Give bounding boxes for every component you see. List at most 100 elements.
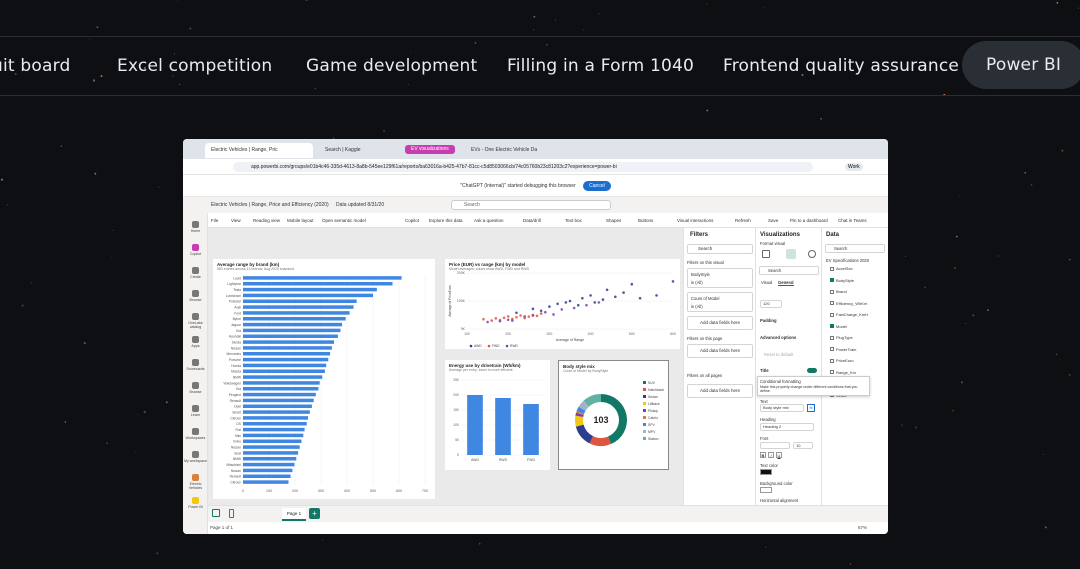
- ribbon-item[interactable]: Mobile layout: [287, 218, 314, 223]
- ribbon-item[interactable]: Save: [768, 218, 779, 223]
- browser-tab[interactable]: EVs - One Electric Vehicle Da: [471, 147, 538, 153]
- nav-item-form1040[interactable]: Filling in a Form 1040: [507, 56, 695, 76]
- data-field[interactable]: AccelSec: [830, 266, 853, 271]
- ribbon-item[interactable]: Open semantic model: [322, 218, 366, 223]
- url-field[interactable]: app.powerbi.com/groups/e01b4c46-335d-461…: [233, 162, 813, 172]
- font-size-input[interactable]: 10: [793, 442, 813, 449]
- fx-icon[interactable]: fx: [807, 404, 815, 412]
- field-checkbox[interactable]: [830, 324, 834, 329]
- work-profile[interactable]: Work: [845, 163, 863, 171]
- rail-item[interactable]: Browse: [183, 382, 208, 394]
- field-checkbox[interactable]: [830, 358, 834, 363]
- field-checkbox[interactable]: [830, 266, 834, 271]
- field-checkbox[interactable]: [830, 289, 834, 294]
- rail-item[interactable]: Scorecards: [183, 359, 208, 371]
- ribbon-item[interactable]: Data/drill: [523, 218, 541, 223]
- data-search[interactable]: Search: [825, 244, 885, 253]
- browser-tab[interactable]: Electric Vehicles | Range, Pric: [205, 143, 313, 158]
- nav-item-excel[interactable]: Excel competition: [117, 56, 273, 76]
- chart-card-bodystyle[interactable]: Body style mix Count of Model by BodySty…: [558, 360, 669, 470]
- rail-item[interactable]: OneLake catalog: [183, 313, 208, 329]
- nav-item-powerbi[interactable]: Power BI: [962, 41, 1080, 89]
- format-brush-icon[interactable]: [786, 249, 796, 259]
- ribbon-item[interactable]: Visual interactions: [677, 218, 714, 223]
- italic-button[interactable]: I: [768, 452, 774, 458]
- table-name[interactable]: EV Specifications 2020: [826, 258, 870, 263]
- ribbon-item[interactable]: Shapes: [606, 218, 622, 223]
- add-fields-drop[interactable]: Add data fields here: [687, 316, 753, 330]
- data-field[interactable]: Range_Km: [830, 370, 856, 375]
- search-input[interactable]: Search: [451, 200, 611, 210]
- data-field[interactable]: PriceEuro: [830, 358, 854, 363]
- ribbon-item[interactable]: Ask a question: [474, 218, 504, 223]
- page-tab[interactable]: Page 1: [282, 508, 306, 521]
- chart-card-energy[interactable]: Energy use by drivetrain (Wh/km) Average…: [445, 360, 550, 470]
- mobile-view-icon[interactable]: [229, 509, 234, 518]
- filters-search[interactable]: Search: [687, 244, 753, 254]
- filter-card[interactable]: BodyStyle is (All): [687, 268, 753, 288]
- field-checkbox[interactable]: [830, 347, 834, 352]
- rail-item[interactable]: Copilot: [183, 244, 208, 256]
- ribbon-item[interactable]: File: [211, 218, 219, 223]
- rail-item[interactable]: Learn: [183, 405, 208, 417]
- format-visual-icons[interactable]: [760, 248, 818, 260]
- title-toggle[interactable]: [807, 368, 817, 373]
- section-title[interactable]: Title: [760, 368, 769, 373]
- nav-item-board[interactable]: uit board: [0, 56, 71, 76]
- data-field[interactable]: FastCharge_KmH: [830, 312, 868, 317]
- rail-item[interactable]: Power BI: [183, 497, 208, 509]
- field-checkbox[interactable]: [830, 312, 834, 317]
- add-page-button[interactable]: +: [309, 508, 320, 519]
- rail-item[interactable]: Electric Vehicles: [183, 474, 208, 490]
- rail-item[interactable]: Apps: [183, 336, 208, 348]
- heading-select[interactable]: Heading 2: [760, 423, 814, 431]
- title-text-input[interactable]: Body style mix: [760, 404, 804, 412]
- data-field[interactable]: Brand: [830, 289, 847, 294]
- field-checkbox[interactable]: [830, 278, 834, 283]
- filter-card[interactable]: Count of Model is (All): [687, 292, 753, 312]
- ribbon-item[interactable]: Refresh: [735, 218, 751, 223]
- viz-search[interactable]: Search: [759, 266, 819, 275]
- section-padding[interactable]: Padding: [760, 318, 777, 323]
- data-field[interactable]: PlugType: [830, 335, 853, 340]
- data-field[interactable]: BodyStyle: [830, 278, 854, 283]
- size-input[interactable]: 120: [760, 300, 782, 308]
- ribbon-item[interactable]: Copilot: [405, 218, 420, 223]
- field-checkbox[interactable]: [830, 370, 834, 375]
- tab-general[interactable]: General: [778, 280, 794, 286]
- page-view-icon[interactable]: [212, 509, 220, 517]
- data-field[interactable]: PowerTrain: [830, 347, 856, 352]
- reset-default[interactable]: Reset to default: [764, 352, 794, 357]
- ribbon-item[interactable]: Buttons: [638, 218, 654, 223]
- ribbon-item[interactable]: Text box: [565, 218, 582, 223]
- data-field[interactable]: Efficiency_WhKm: [830, 301, 867, 306]
- rail-item[interactable]: Home: [183, 221, 208, 233]
- rail-item[interactable]: Create: [183, 267, 208, 279]
- ribbon-item[interactable]: Reading view: [253, 218, 281, 223]
- nav-item-frontend-qa[interactable]: Frontend quality assurance: [723, 56, 960, 76]
- ribbon-item[interactable]: Explore this data: [429, 218, 463, 223]
- cancel-button[interactable]: Cancel: [583, 181, 611, 191]
- chart-card-scatter[interactable]: Price (EUR) vs range (km) by model Model…: [445, 259, 680, 349]
- ribbon-item[interactable]: Chat in Teams: [838, 218, 867, 223]
- font-family-select[interactable]: [760, 442, 790, 449]
- nav-item-game[interactable]: Game development: [306, 56, 478, 76]
- ribbon-item[interactable]: Pin to a dashboard: [790, 218, 828, 223]
- add-fields-drop[interactable]: Add data fields here: [687, 344, 753, 358]
- ribbon-item[interactable]: View: [231, 218, 241, 223]
- data-field[interactable]: Model: [830, 324, 847, 329]
- underline-button[interactable]: U: [776, 452, 782, 458]
- bold-button[interactable]: B: [760, 452, 766, 458]
- tab-group-label[interactable]: EV visualizations: [405, 145, 455, 154]
- data-updated[interactable]: Data updated 8/31/20: [336, 202, 385, 208]
- add-fields-drop[interactable]: Add data fields here: [687, 384, 753, 398]
- tab-visual[interactable]: Visual: [761, 280, 773, 285]
- analytics-icon[interactable]: [808, 250, 816, 258]
- rail-item[interactable]: Browse: [183, 290, 208, 302]
- chart-card-range[interactable]: Average range by brand (km) 583 entries …: [213, 259, 435, 499]
- field-checkbox[interactable]: [830, 301, 834, 306]
- text-color-swatch[interactable]: [760, 469, 772, 475]
- browser-tab[interactable]: Search | Kaggle: [325, 147, 361, 153]
- field-checkbox[interactable]: [830, 335, 834, 340]
- rail-item[interactable]: My workspace: [183, 451, 208, 463]
